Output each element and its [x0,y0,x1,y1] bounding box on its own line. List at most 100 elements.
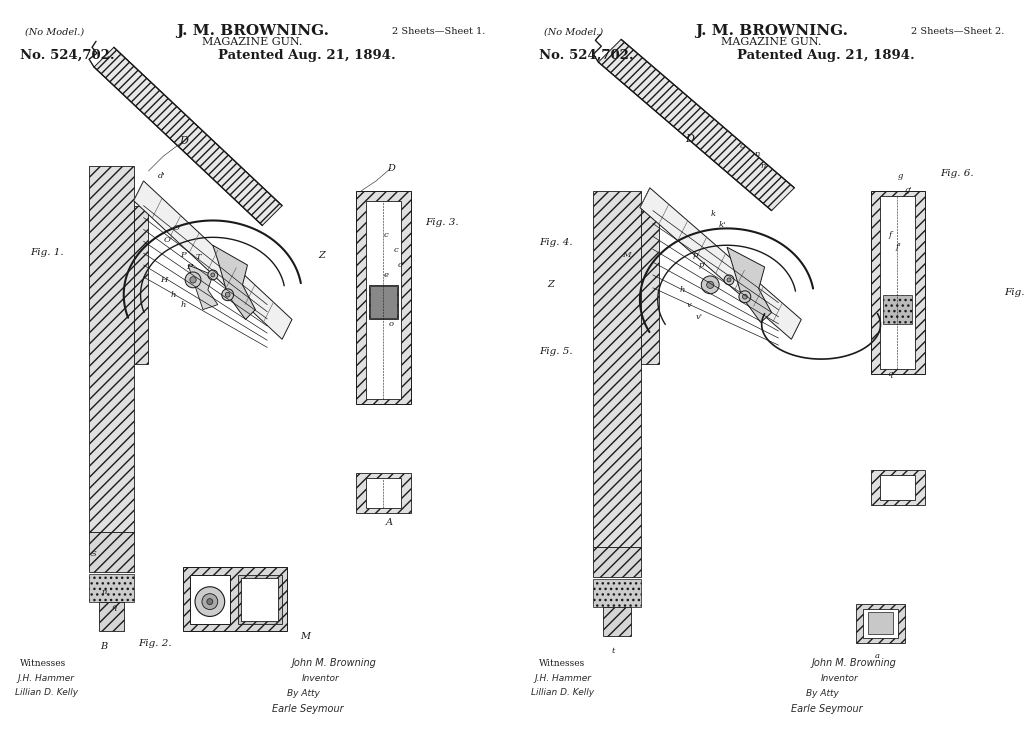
Text: Witnesses: Witnesses [19,659,66,668]
Text: J. M. BROWNING.: J. M. BROWNING. [176,23,329,37]
Text: Patented Aug. 21, 1894.: Patented Aug. 21, 1894. [737,49,914,62]
Text: c: c [739,142,744,150]
Text: Z: Z [548,280,554,289]
Text: Earle Seymour: Earle Seymour [792,705,863,714]
Text: Fig. 2.: Fig. 2. [138,639,172,648]
Text: Fig. 3.: Fig. 3. [426,219,460,228]
Text: d': d' [158,172,165,180]
Text: c: c [393,246,398,254]
Text: h: h [171,291,176,299]
Text: Lillian D. Kelly: Lillian D. Kelly [14,688,78,697]
Text: O': O' [164,236,173,244]
Text: v: v [687,301,692,308]
Text: v': v' [696,313,702,321]
Text: c: c [384,231,388,239]
Bar [356,191,411,404]
Text: h: h [180,301,185,308]
Circle shape [724,275,734,285]
Circle shape [195,586,224,617]
Text: Witnesses: Witnesses [539,659,585,668]
Bar [870,191,925,374]
Text: a: a [874,652,880,660]
Text: MAGAZINE GUN.: MAGAZINE GUN. [721,37,822,48]
Text: S: S [91,550,97,558]
Text: o: o [388,321,393,328]
Text: k: k [711,210,716,217]
Text: p': p' [698,261,707,269]
Text: n: n [754,150,760,159]
Polygon shape [188,265,218,310]
Bar [867,612,893,634]
Circle shape [211,273,215,277]
Text: P: P [180,251,186,259]
Text: g: g [898,172,903,180]
Polygon shape [640,188,801,339]
Bar [241,578,279,622]
Bar [881,475,915,500]
Text: c': c' [397,261,404,269]
Text: D: D [685,134,694,145]
Text: 2 Sheets—Sheet 2.: 2 Sheets—Sheet 2. [910,27,1005,37]
Text: (No Model.): (No Model.) [25,27,84,37]
Text: k': k' [719,222,726,230]
Text: n: n [101,588,106,596]
Circle shape [739,291,751,302]
Circle shape [185,272,201,288]
Text: MAGAZINE GUN.: MAGAZINE GUN. [202,37,303,48]
Text: Fig. 1.: Fig. 1. [30,248,63,257]
Bar [356,473,411,512]
Circle shape [701,276,719,294]
Text: J.H. Hammer: J.H. Hammer [17,674,75,683]
Text: J.H. Hammer: J.H. Hammer [535,674,591,683]
Polygon shape [94,47,283,225]
Text: Inventor: Inventor [821,674,859,683]
Circle shape [727,278,731,282]
Text: No. 524,702.: No. 524,702. [19,49,115,62]
Text: D: D [387,164,395,172]
Text: n': n' [761,162,768,170]
Text: Patented Aug. 21, 1894.: Patented Aug. 21, 1894. [218,49,395,62]
Text: h: h [680,286,685,294]
Bar [238,575,283,625]
Polygon shape [727,247,772,322]
Text: p: p [692,251,698,259]
Bar [89,574,133,602]
Circle shape [225,292,230,297]
Text: A: A [385,518,392,527]
Text: f': f' [896,243,901,251]
Text: t: t [611,647,614,655]
Text: H: H [160,276,167,284]
Circle shape [222,288,233,301]
Circle shape [707,281,714,288]
Text: Lillian D. Kelly: Lillian D. Kelly [531,688,594,697]
Text: Earle Seymour: Earle Seymour [272,705,344,714]
Bar [367,200,401,399]
Bar [370,285,398,319]
Text: (No Model.): (No Model.) [544,27,603,37]
Text: T: T [196,253,201,261]
Bar [856,603,905,643]
Text: John M. Browning: John M. Browning [811,658,896,668]
Text: e: e [384,271,388,279]
Text: By Atty: By Atty [806,688,839,697]
Text: Fig. 7.: Fig. 7. [1005,288,1024,297]
Bar [881,196,915,369]
Bar [594,191,641,547]
Text: By Atty: By Atty [287,688,319,697]
Bar [884,295,912,324]
Text: q: q [888,370,893,378]
Bar [603,606,631,636]
Bar [367,478,401,508]
Bar [190,575,229,625]
Circle shape [208,270,218,280]
Bar [183,567,287,631]
Text: q: q [112,603,117,611]
Circle shape [202,594,218,609]
Text: g': g' [904,186,912,194]
Text: Inventor: Inventor [302,674,340,683]
Bar [870,470,925,504]
Polygon shape [133,181,292,339]
Text: M: M [622,251,631,259]
Text: f: f [889,231,892,239]
Circle shape [742,294,748,299]
